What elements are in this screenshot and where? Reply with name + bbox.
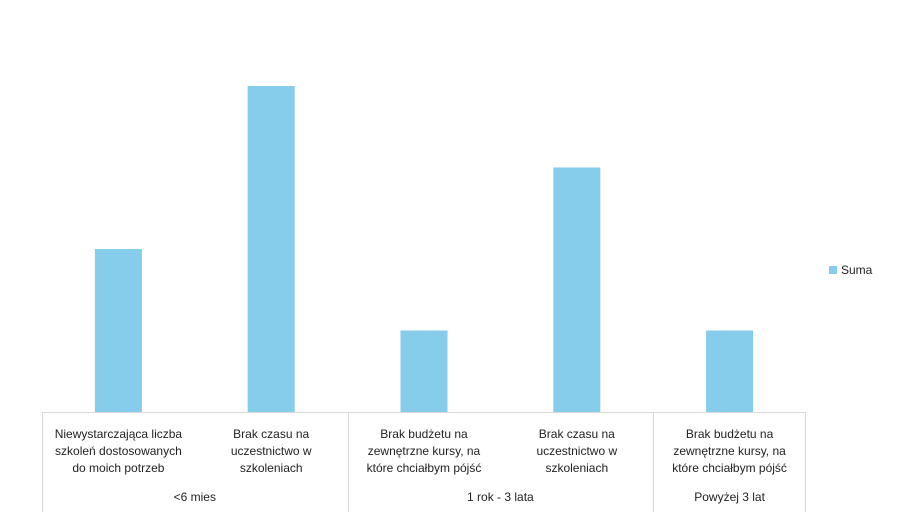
category-label-line: szkoleniach <box>239 461 303 475</box>
category-label: Brak czasu na uczestnictwo w szkoleniach <box>500 426 653 477</box>
category-label-line: do moich potrzeb <box>72 461 165 475</box>
category-label-line: uczestnictwo w <box>230 444 312 458</box>
category-label: Brak budżetu na zewnętrzne kursy, na które… <box>348 426 501 477</box>
bar <box>400 330 448 412</box>
group-label: 1 rok - 3 lata <box>467 490 534 504</box>
category-label-line: które chciałbym pójść <box>366 461 482 475</box>
bar <box>706 330 754 412</box>
category-label-line: które chciałbym pójść <box>672 461 787 475</box>
category-label-line: uczestnictwo w <box>536 444 618 458</box>
category-label-line: szkoleń dostosowanych <box>55 444 182 458</box>
legend-swatch <box>829 266 837 274</box>
category-label-line: Brak budżetu na <box>380 427 468 441</box>
group-label: Powyżej 3 lat <box>694 490 765 504</box>
category-label-line: Brak czasu na <box>538 427 615 441</box>
legend: Suma <box>829 263 872 277</box>
bar <box>553 167 601 412</box>
bar <box>94 249 142 412</box>
legend-label: Suma <box>841 263 873 277</box>
category-label-line: Niewystarczająca liczba <box>54 427 183 441</box>
category-label: Brak czasu na uczestnictwo w szkoleniach <box>195 426 348 477</box>
category-label-line: Brak budżetu na <box>685 427 774 441</box>
category-label: Brak budżetu na zewnętrzne kursy, na które… <box>653 426 806 477</box>
category-label: Niewystarczająca liczba szkoleń dostosowa… <box>42 426 195 477</box>
bar <box>247 86 295 412</box>
category-label-line: zewnętrzne kursy, na <box>367 444 481 458</box>
category-label-line: szkoleniach <box>545 461 609 475</box>
category-label-line: zewnętrzne kursy, na <box>673 444 786 458</box>
category-label-line: Brak czasu na <box>233 427 310 441</box>
group-label: <6 mies <box>173 490 216 504</box>
